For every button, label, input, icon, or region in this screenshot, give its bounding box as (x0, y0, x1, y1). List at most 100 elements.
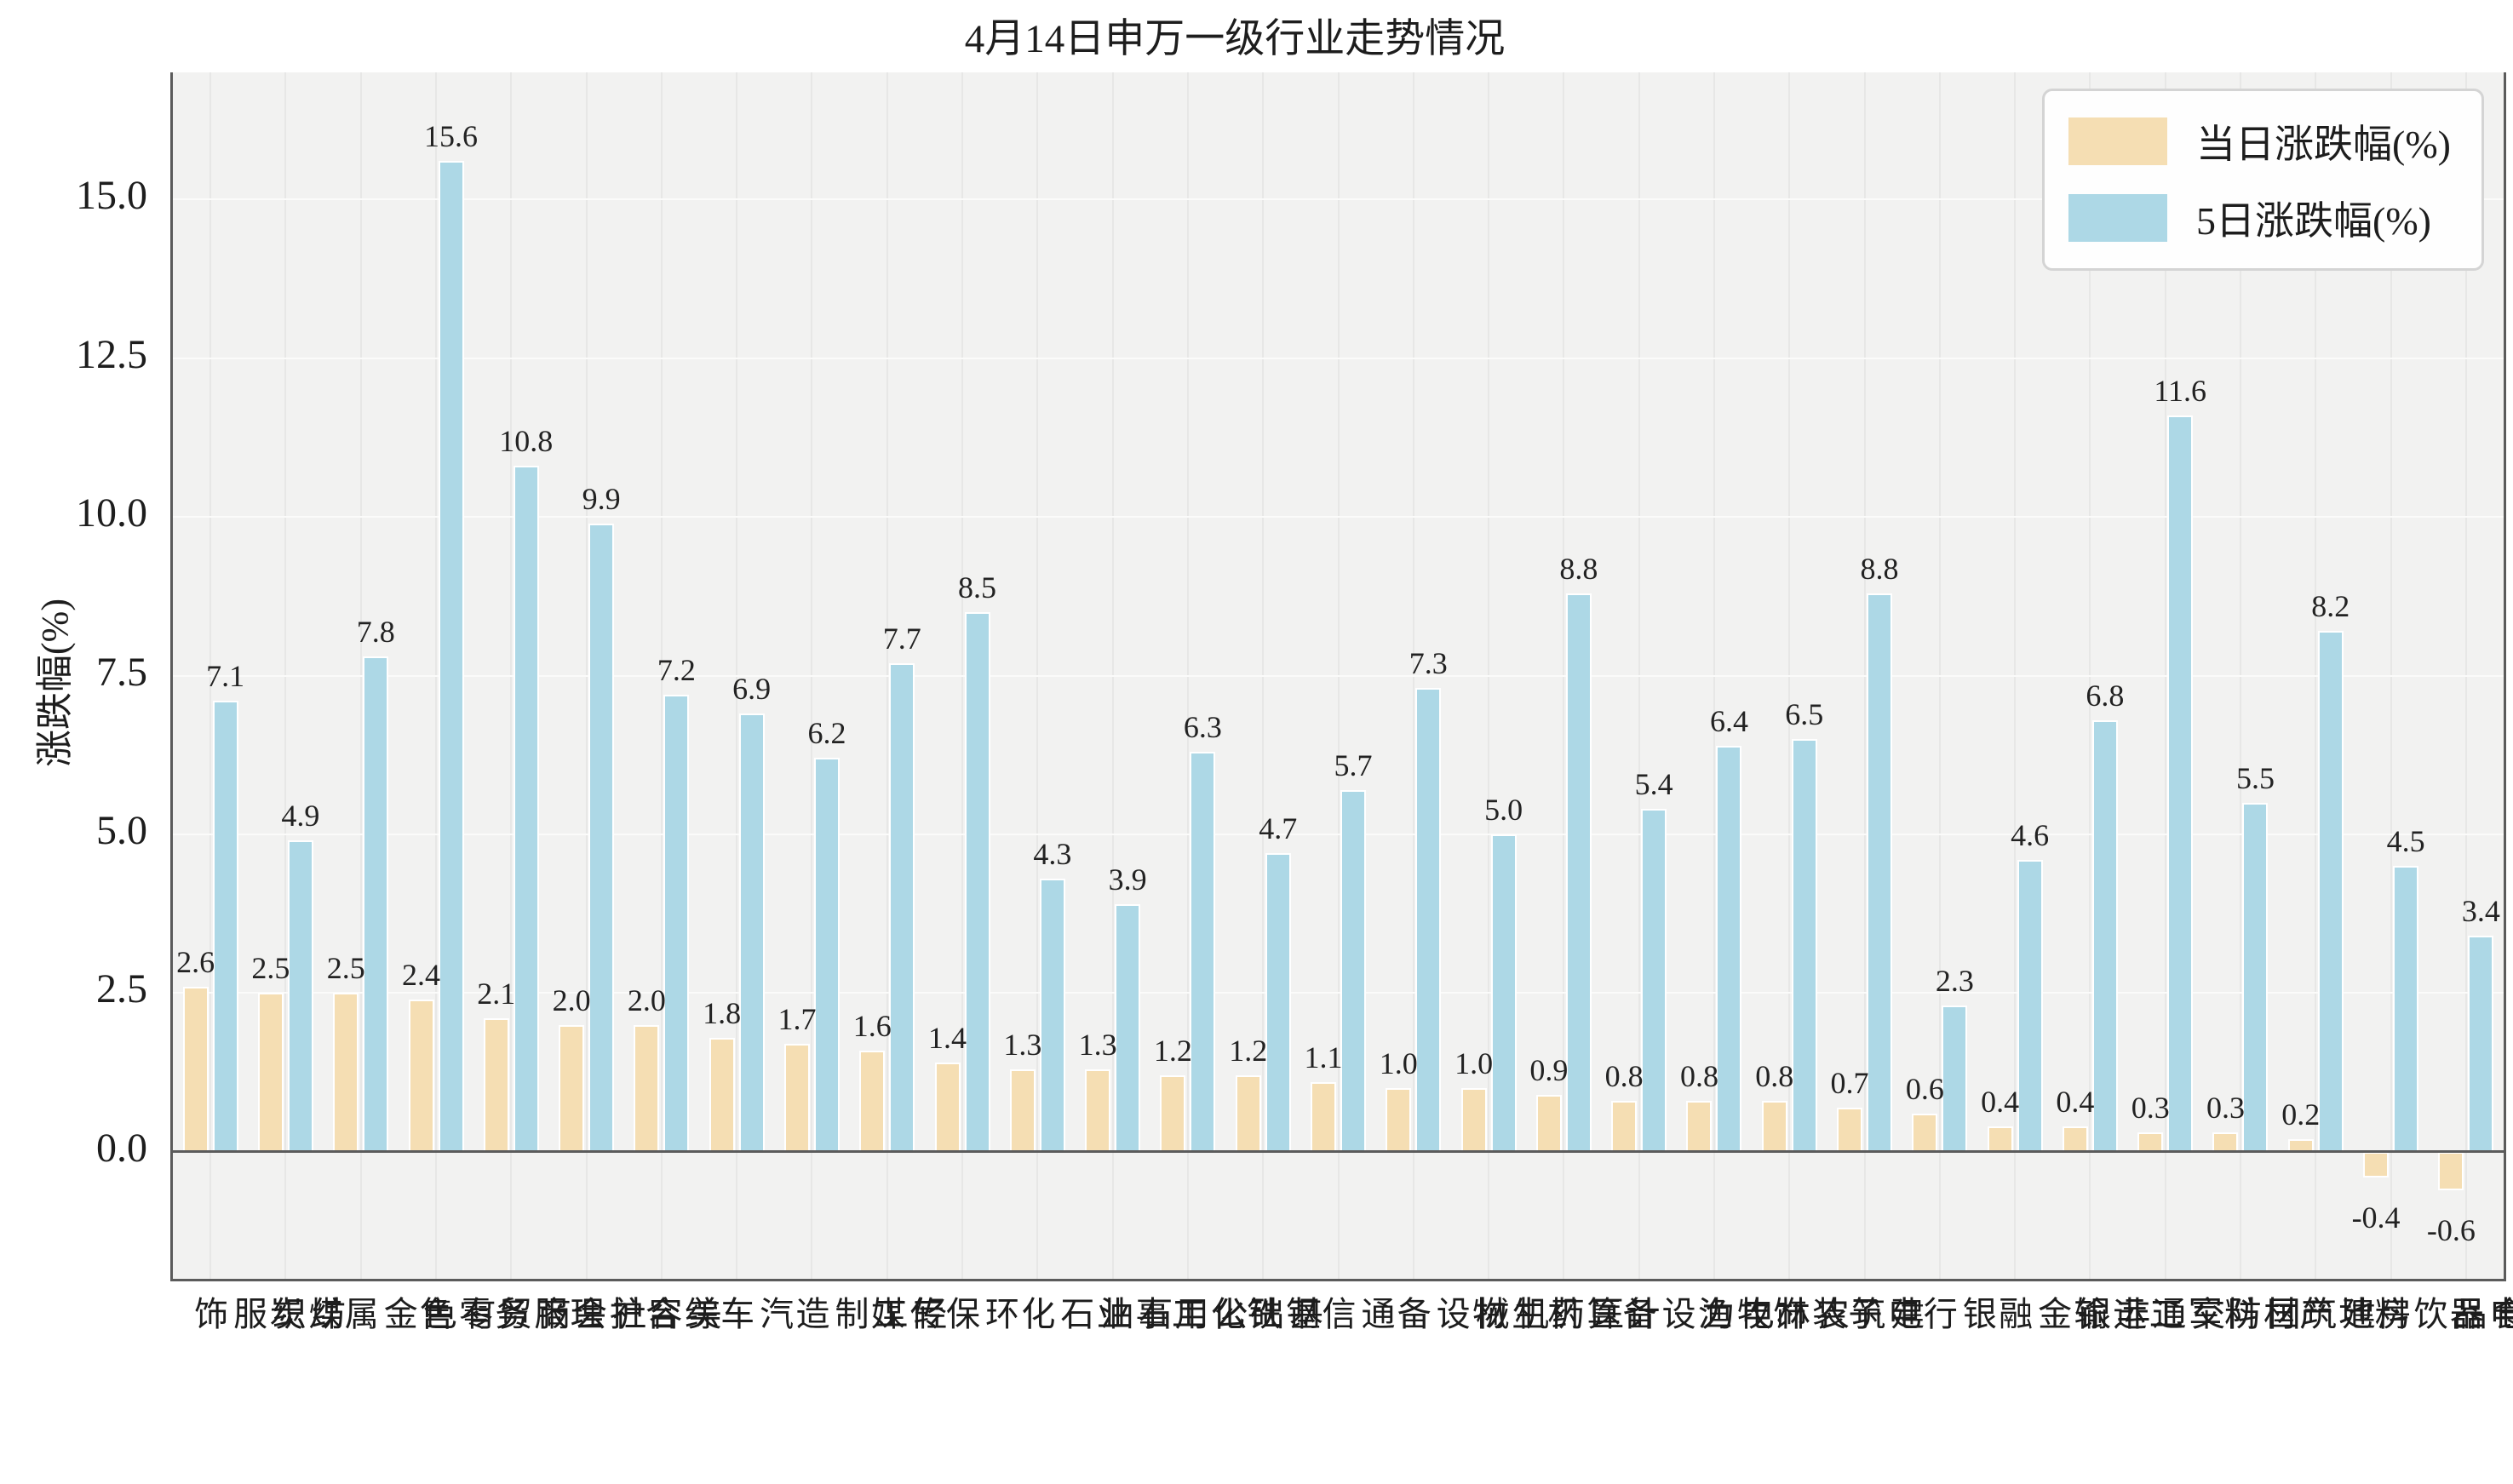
h-gridline (173, 516, 2504, 519)
bar-value-label: 8.5 (958, 570, 997, 604)
bar-daily-change (2438, 1151, 2464, 1190)
bar-5day-change (1490, 834, 1517, 1152)
bar-daily-change (1611, 1101, 1638, 1152)
bar-value-label: 4.3 (1033, 837, 1072, 872)
bar-daily-change (1912, 1114, 1938, 1152)
bar-value-label: 15.6 (424, 119, 479, 154)
bar-5day-change (438, 161, 464, 1152)
bar-5day-change (738, 713, 765, 1152)
bar-value-label: 7.7 (882, 621, 921, 656)
bar-value-label: 7.2 (657, 652, 696, 687)
x-tick-label: 计算机 (1542, 1296, 1660, 1335)
bar-value-label: 0.4 (2056, 1085, 2095, 1119)
x-tick-label: 商贸零售 (415, 1296, 571, 1335)
legend-swatch-5day-change (2068, 194, 2168, 242)
x-tick-label: 有色金属 (339, 1296, 496, 1335)
legend-label-daily-change: 当日涨跌幅(%) (2196, 123, 2451, 166)
plot-area: 0.0 2.5 5.0 7.5 10.0 12.5 15.0 2.6 2.5 2.5 2.4 2.1 2… (76, 72, 2513, 1335)
bar-value-label: 6.3 (1183, 709, 1222, 744)
bar-daily-change (709, 1037, 735, 1152)
bar-5day-change (2017, 859, 2043, 1152)
bar-5day-change (813, 758, 840, 1152)
legend-label-5day-change: 5日涨跌幅(%) (2196, 199, 2431, 243)
h-gridline (173, 357, 2504, 359)
bar-daily-change (934, 1063, 961, 1152)
bar-value-label: 0.8 (1604, 1059, 1644, 1094)
bar-value-label: 1.6 (852, 1008, 892, 1043)
bar-value-label: 5.4 (1634, 767, 1673, 802)
bar-daily-change (1085, 1069, 1111, 1152)
bar-value-label: 2.1 (477, 977, 516, 1011)
bar-value-label: 8.8 (1860, 551, 1899, 586)
bar-5day-change (212, 701, 238, 1152)
bar-5day-change (287, 840, 313, 1152)
bar-5day-change (1716, 745, 1742, 1152)
bar-value-label: 8.8 (1559, 551, 1598, 586)
bar-daily-change (1761, 1101, 1787, 1152)
x-tick-label: 医药生物 (1467, 1296, 1624, 1335)
bar-value-label: 2.0 (627, 983, 666, 1017)
bar-value-label: 1.1 (1304, 1040, 1343, 1074)
bar-value-label: 7.3 (1409, 646, 1448, 681)
bar-value-label: 1.7 (777, 1002, 817, 1037)
bar-5day-change (1867, 593, 1893, 1152)
bar-daily-change (859, 1050, 886, 1152)
bar-5day-change (889, 662, 915, 1152)
x-tick-label: 传媒 (865, 1296, 944, 1335)
bar-value-label: 3.4 (2461, 894, 2500, 929)
bar-value-label: 8.2 (2311, 589, 2350, 624)
bar-daily-change (1009, 1069, 1036, 1152)
bar-daily-change (1460, 1088, 1487, 1152)
bar-daily-change (333, 993, 359, 1152)
x-tick-label: 建筑装饰 (1768, 1296, 1925, 1335)
bar-value-label: 2.6 (176, 944, 215, 979)
bar-5day-change (2242, 802, 2269, 1152)
bar-value-label: -0.4 (2351, 1200, 2401, 1235)
bar-5day-change (2317, 631, 2344, 1152)
x-tick-label: 美容护理 (565, 1296, 721, 1335)
bar-value-label: 0.7 (1830, 1065, 1869, 1100)
bar-value-label: 10.8 (499, 424, 554, 459)
bar-value-label: 4.7 (1259, 811, 1298, 846)
bar-5day-change (1791, 739, 1817, 1152)
bar-value-label: 9.9 (582, 481, 621, 516)
bar-value-label: 0.8 (1755, 1059, 1794, 1094)
bar-value-label: 0.3 (2131, 1091, 2170, 1126)
bar-daily-change (1987, 1126, 2013, 1152)
x-tick-label: 石油石化 (1016, 1296, 1173, 1335)
h-gridline (173, 674, 2504, 677)
x-tick-label: 机械设备 (1391, 1296, 1548, 1335)
bar-value-label: 6.8 (2086, 678, 2125, 713)
bar-daily-change (2212, 1132, 2239, 1152)
bar-daily-change (1160, 1075, 1186, 1152)
bar-value-label: 6.2 (807, 716, 846, 751)
bar-value-label: 0.9 (1529, 1052, 1569, 1087)
h-gridline (173, 833, 2504, 835)
x-tick-label: 食品饮料 (2369, 1296, 2513, 1335)
bar-value-label: 4.6 (2011, 817, 2050, 852)
bar-daily-change (1686, 1101, 1713, 1152)
bar-daily-change (559, 1024, 585, 1152)
x-tick-label: 基础化工 (1166, 1296, 1322, 1335)
bar-value-label: 1.2 (1229, 1034, 1268, 1069)
bar-daily-change (783, 1044, 810, 1152)
bar-value-label: 4.5 (2386, 824, 2425, 859)
x-tick-label: 纺织服饰 (189, 1296, 346, 1335)
bar-value-label: 0.4 (1981, 1085, 2020, 1119)
x-tick-label: 环保 (941, 1296, 1019, 1335)
legend-item-daily: 当日涨跌幅(%) (2068, 113, 2451, 169)
x-tick-label: 轻工制造 (790, 1296, 947, 1335)
x-tick-label: 国防军工 (2143, 1296, 2300, 1335)
bar-value-label: 2.5 (251, 951, 290, 986)
bar-value-label: 11.6 (2154, 373, 2207, 408)
legend-item-5day: 5日涨跌幅(%) (2068, 190, 2451, 246)
x-tick-label: 农林牧渔 (1692, 1296, 1849, 1335)
bar-value-label: 0.8 (1679, 1059, 1718, 1094)
x-tick-label: 钢铁 (1242, 1296, 1320, 1335)
bar-value-label: 6.9 (732, 672, 772, 707)
bar-value-label: 2.0 (552, 983, 591, 1017)
bar-5day-change (2091, 719, 2118, 1152)
bar-value-label: 2.4 (402, 957, 441, 992)
bar-value-label: 2.3 (1935, 964, 1974, 999)
